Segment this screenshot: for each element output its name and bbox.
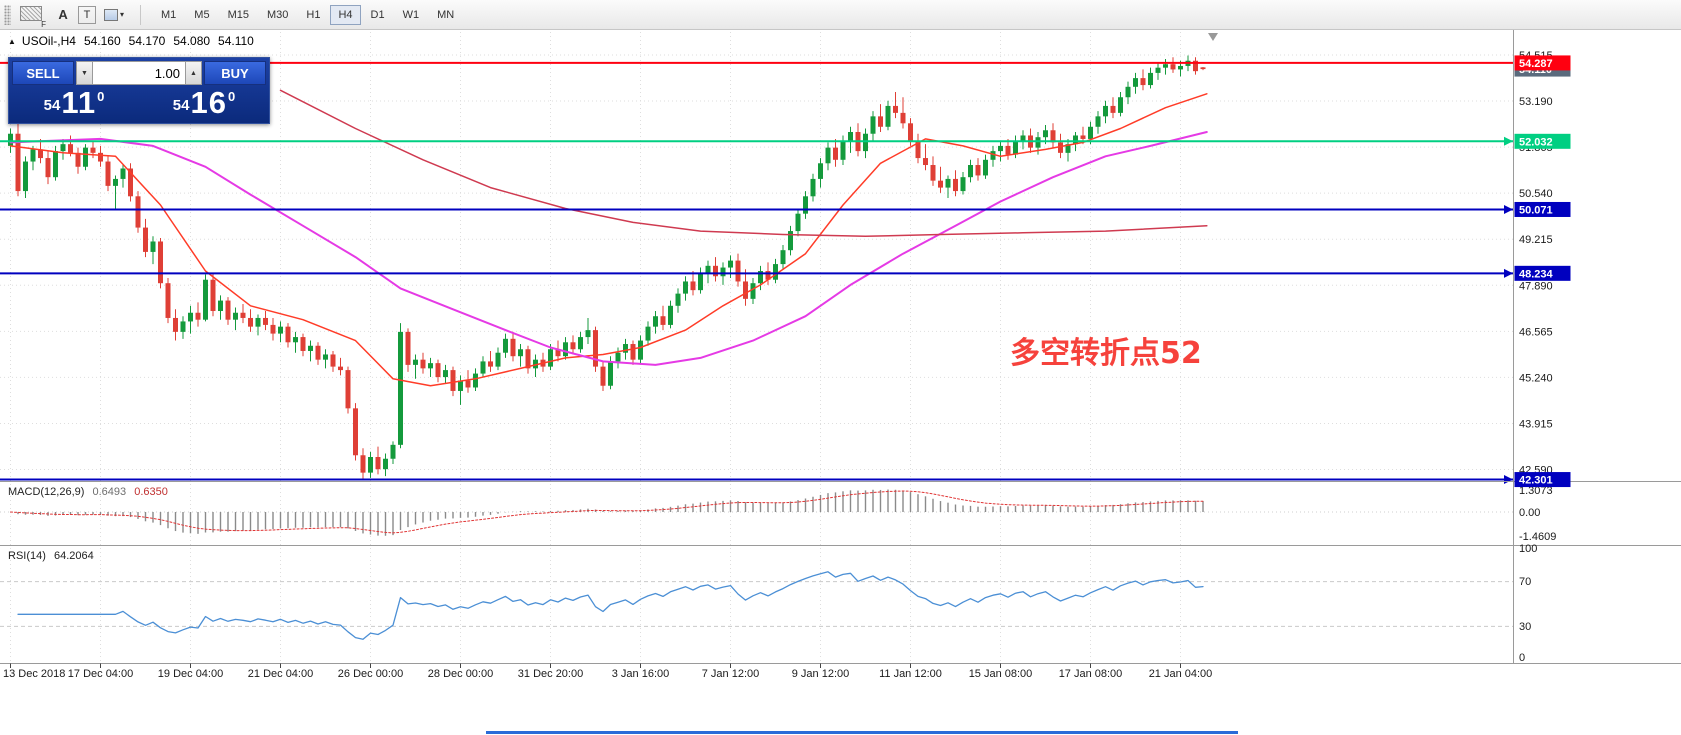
bid-pips: 11 [61,85,97,120]
svg-text:21 Jan 04:00: 21 Jan 04:00 [1149,668,1213,680]
svg-text:46.565: 46.565 [1519,326,1553,338]
moving-averages [9,89,1208,387]
price-axis[interactable]: 54.51553.19051.86550.54049.21547.89046.5… [1514,50,1571,664]
svg-text:70: 70 [1519,576,1531,588]
svg-text:1.3073: 1.3073 [1519,485,1553,497]
timeframe-d1-button[interactable]: D1 [363,5,393,25]
candles [8,55,1206,480]
svg-text:17 Jan 08:00: 17 Jan 08:00 [1059,668,1123,680]
svg-text:31 Dec 20:00: 31 Dec 20:00 [518,668,583,680]
svg-text:50.071: 50.071 [1519,204,1553,216]
ohlc-close: 54.110 [218,34,254,48]
ohlc-high: 54.170 [128,34,166,48]
bottom-window-edge [486,731,1238,734]
draw-tools-dropdown-button[interactable]: ▾ [100,3,128,27]
timeframe-h4-button[interactable]: H4 [330,4,361,25]
hatch-pattern-icon [20,5,42,21]
text-box-tool-button[interactable]: T [78,5,96,24]
svg-text:100: 100 [1519,543,1537,555]
timeframe-m5-button[interactable]: M5 [186,5,217,25]
bid-point: 0 [97,89,105,104]
svg-text:52.032: 52.032 [1519,136,1553,148]
grid [0,32,1513,663]
volume-input[interactable] [93,61,185,85]
time-axis[interactable]: 13 Dec 2018 17 Dec 04:00 19 Dec 04:00 21 De… [3,663,1213,681]
svg-text:43.915: 43.915 [1519,418,1553,430]
macd-signal-value: 0.6350 [134,486,168,498]
toolbar: F A T ▾ M1 M5 M15 M30 H1 H4 D1 W1 MN [0,0,1681,30]
svg-text:47.890: 47.890 [1519,280,1553,292]
ask-pips: 16 [190,85,227,120]
svg-text:26 Dec 00:00: 26 Dec 00:00 [338,668,403,680]
ask-price-display[interactable]: 54 16 0 [142,87,266,120]
timeframe-w1-button[interactable]: W1 [395,5,428,25]
bid-price-display[interactable]: 54 11 0 [12,87,136,120]
svg-text:9 Jan 12:00: 9 Jan 12:00 [792,668,850,680]
bid-integer: 54 [43,96,61,114]
sell-button[interactable]: SELL [12,61,74,85]
chart-title: USOil-,H4 [21,34,76,48]
ohlc-low: 54.080 [173,34,211,48]
svg-text:48.234: 48.234 [1519,268,1554,280]
svg-text:3 Jan 16:00: 3 Jan 16:00 [612,668,670,680]
svg-text:30: 30 [1519,621,1531,633]
svg-text:45.240: 45.240 [1519,372,1553,384]
timeframe-mn-button[interactable]: MN [429,5,462,25]
timeframe-m30-button[interactable]: M30 [259,5,296,25]
svg-text:28 Dec 00:00: 28 Dec 00:00 [428,668,493,680]
macd-main-value: 0.6493 [92,486,127,498]
svg-text:7 Jan 12:00: 7 Jan 12:00 [702,668,760,680]
pattern-sub-label: F [41,19,46,29]
rsi-name: RSI(14) [8,550,46,562]
rsi-value: 64.2064 [53,550,94,562]
chart-text-annotation: 多空转折点52 [1010,336,1202,371]
rsi-indicator [0,571,1513,640]
macd-panel-label: MACD(12,26,9) 0.6493 0.6350 [8,486,168,498]
chart-shift-marker [1208,33,1218,41]
ohlc-open: 54.160 [83,34,121,48]
volume-stepper: ▼ ▲ [76,61,202,85]
chevron-down-icon: ▾ [120,10,125,19]
svg-text:13 Dec 2018: 13 Dec 2018 [3,668,65,680]
buy-button[interactable]: BUY [204,61,266,85]
text-label-tool-button[interactable]: A [52,4,74,26]
volume-increase-button[interactable]: ▲ [185,61,202,85]
svg-text:54.287: 54.287 [1519,58,1553,70]
ask-integer: 54 [172,96,190,114]
svg-text:0.00: 0.00 [1519,507,1540,519]
macd-name: MACD(12,26,9) [8,486,85,498]
rsi-panel-label: RSI(14) 64.2064 [8,550,94,562]
one-click-toggle-icon[interactable]: ▲ [8,36,16,46]
volume-decrease-button[interactable]: ▼ [76,61,93,85]
shapes-icon [104,8,118,21]
ask-point: 0 [227,89,236,104]
toolbar-drag-handle[interactable] [4,4,11,25]
chart-header: ▲ USOil-,H4 54.160 54.170 54.080 54.110 [8,34,254,48]
svg-text:15 Jan 08:00: 15 Jan 08:00 [969,668,1033,680]
fill-pattern-tool-button[interactable]: F [18,3,48,29]
svg-text:-1.4609: -1.4609 [1519,531,1556,543]
svg-text:19 Dec 04:00: 19 Dec 04:00 [158,668,223,680]
timeframe-h1-button[interactable]: H1 [298,5,328,25]
svg-text:53.190: 53.190 [1519,96,1553,108]
one-click-trading-panel: SELL ▼ ▲ BUY 54 11 0 54 16 0 [8,57,270,124]
svg-text:50.540: 50.540 [1519,188,1553,200]
svg-text:21 Dec 04:00: 21 Dec 04:00 [248,668,313,680]
svg-text:11 Jan 12:00: 11 Jan 12:00 [879,668,942,680]
svg-text:17 Dec 04:00: 17 Dec 04:00 [68,668,133,680]
svg-text:0: 0 [1519,652,1525,664]
timeframe-m1-button[interactable]: M1 [153,5,184,25]
timeframe-toolbar: M1 M5 M15 M30 H1 H4 D1 W1 MN [153,4,462,25]
timeframe-m15-button[interactable]: M15 [220,5,257,25]
svg-text:49.215: 49.215 [1519,234,1553,246]
toolbar-separator [140,4,142,25]
macd-indicator [0,489,1513,536]
svg-text:42.301: 42.301 [1519,475,1553,487]
